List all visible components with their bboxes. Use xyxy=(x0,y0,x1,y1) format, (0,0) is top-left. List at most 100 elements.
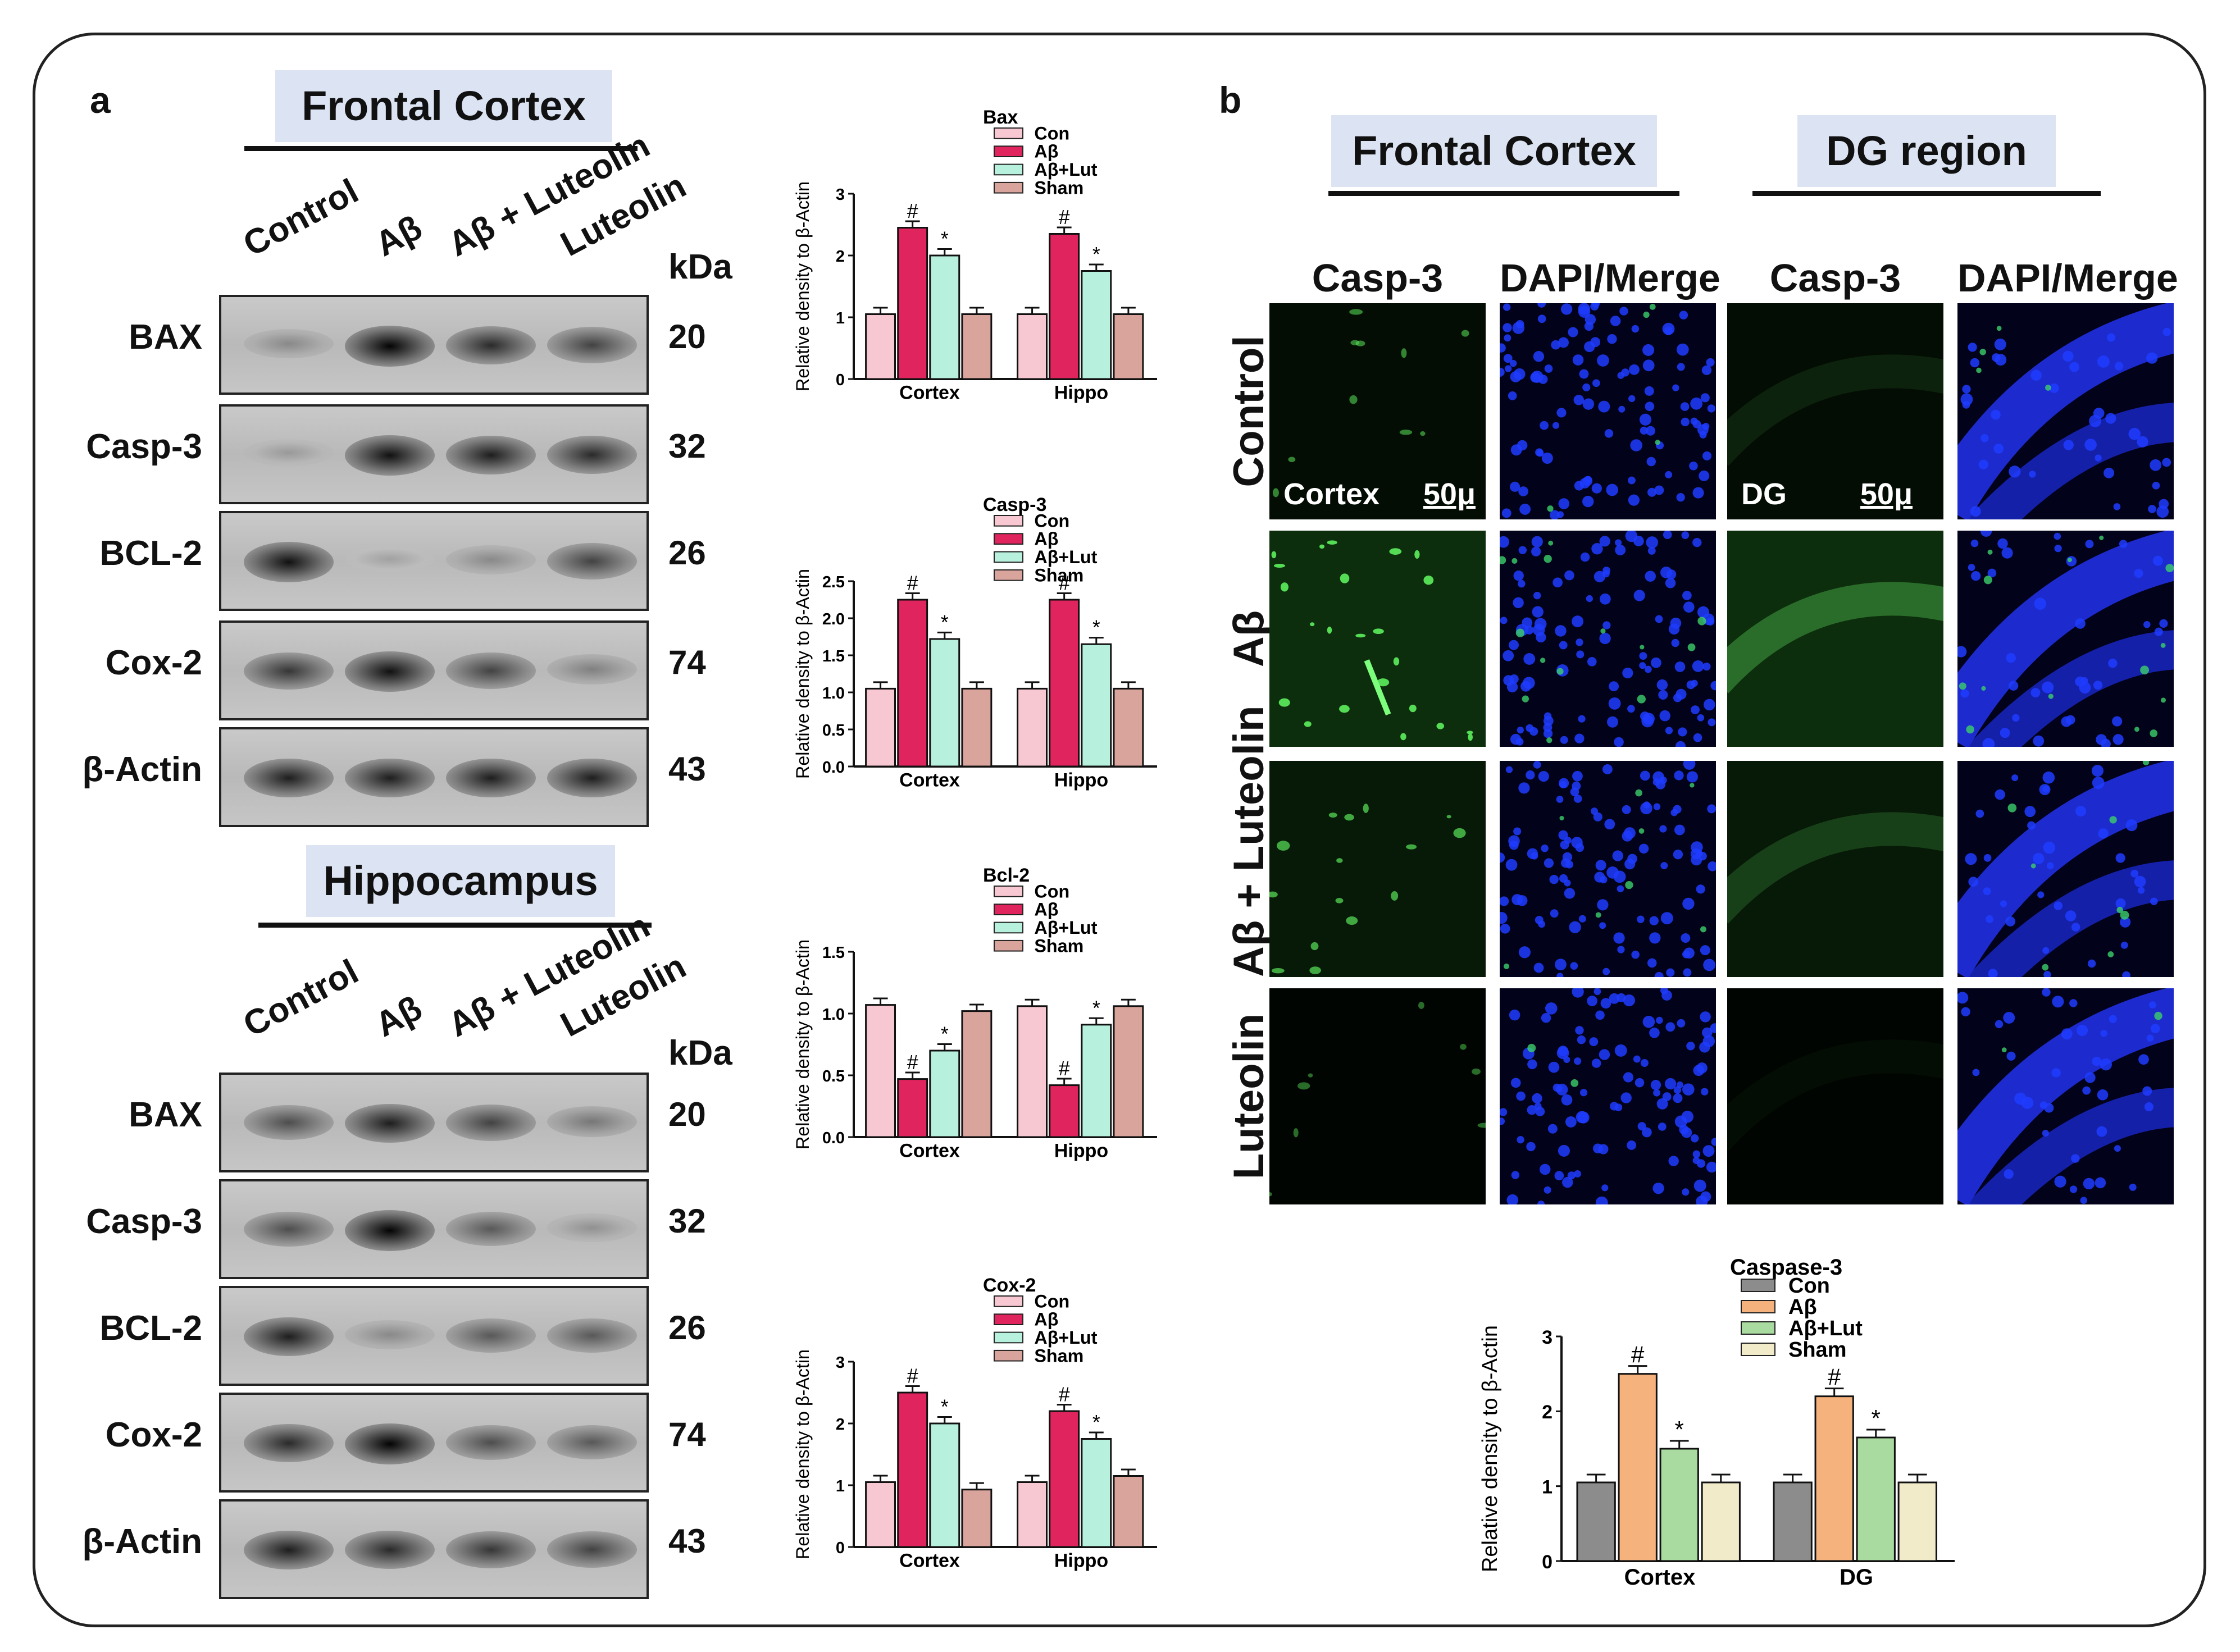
y-tick-label: 0.0 xyxy=(822,1129,845,1147)
significance-mark: * xyxy=(941,611,949,633)
y-tick-label: 0 xyxy=(1542,1551,1552,1573)
y-tick-label: 3 xyxy=(836,1354,845,1372)
legend-swatch xyxy=(1741,1321,1775,1335)
micrograph-tile xyxy=(1500,531,1716,747)
micrograph-tile xyxy=(1957,761,2174,977)
legend-label: Sham xyxy=(1034,935,1083,956)
bar xyxy=(1113,687,1144,768)
legend-swatch xyxy=(994,903,1023,916)
blot-band xyxy=(345,435,435,476)
tile-region-label: Cortex xyxy=(1283,477,1380,511)
legend-swatch xyxy=(994,533,1023,545)
blot-strip xyxy=(219,1179,649,1279)
blot-band xyxy=(345,1103,435,1143)
micrograph-tile xyxy=(1727,761,1943,977)
blot-band xyxy=(244,1530,334,1570)
legend-label: Aβ+Lut xyxy=(1034,547,1097,567)
y-axis-label: Relative density to β-Actin xyxy=(793,181,813,391)
legend-swatch xyxy=(994,1313,1023,1326)
blot-kda-value: 32 xyxy=(668,427,706,465)
micrograph-tile xyxy=(1269,988,1486,1204)
bar xyxy=(897,1078,928,1138)
y-axis-label: Relative density to β-Actin xyxy=(1478,1325,1502,1572)
blot-band xyxy=(244,1211,334,1247)
x-category-label: Hippo xyxy=(1054,382,1108,404)
micro-title-frontal-cortex: Frontal Cortex xyxy=(1331,115,1657,187)
blot-band xyxy=(345,1531,435,1569)
blot-kda-value: 20 xyxy=(668,318,706,355)
micro-row-label: Control xyxy=(1225,335,1273,487)
blot-band xyxy=(446,545,536,574)
legend-label: Con xyxy=(1034,510,1069,531)
micrograph-tile xyxy=(1957,303,2174,519)
chart-title: Bax xyxy=(983,107,1018,128)
bar xyxy=(1081,1438,1112,1548)
legend-label: Aβ xyxy=(1034,142,1058,162)
blot-band xyxy=(244,328,334,358)
bar xyxy=(1081,270,1112,380)
chart-title: Bcl-2 xyxy=(983,865,1030,886)
blot-kda-value: 43 xyxy=(668,1522,706,1560)
bar xyxy=(929,1422,960,1548)
y-tick-label: 0.0 xyxy=(822,759,845,777)
bar xyxy=(1049,599,1080,768)
blot-strip xyxy=(219,727,649,827)
y-tick-label: 1.0 xyxy=(822,1006,845,1024)
legend-swatch xyxy=(994,939,1023,952)
x-category-label: Cortex xyxy=(899,1140,960,1162)
y-tick-label: 1 xyxy=(1542,1476,1552,1498)
bar xyxy=(897,599,928,768)
significance-mark: # xyxy=(1631,1341,1645,1368)
legend-swatch xyxy=(1741,1300,1775,1313)
bar xyxy=(961,687,992,768)
significance-mark: * xyxy=(941,1395,949,1418)
micro-column-label: Casp-3 xyxy=(1769,256,1901,300)
legend-swatch xyxy=(1741,1279,1775,1292)
micrograph-tile xyxy=(1500,988,1716,1204)
blot-row-label: Cox-2 xyxy=(105,1416,202,1454)
micrograph-tile: Cortex 50μ xyxy=(1269,303,1486,519)
x-category-label: Cortex xyxy=(1624,1565,1696,1590)
legend-label: Aβ+Lut xyxy=(1034,159,1097,180)
y-tick-label: 2 xyxy=(836,248,845,266)
blot-kda-value: 26 xyxy=(668,534,706,572)
bar xyxy=(1814,1395,1854,1562)
y-tick-label: 3 xyxy=(1542,1327,1552,1348)
micrograph-tile: DG 50μ xyxy=(1727,303,1943,519)
blot-band xyxy=(446,1318,536,1353)
blot-kda-value: 20 xyxy=(668,1096,706,1133)
blot-band xyxy=(345,758,435,798)
x-category-label: Cortex xyxy=(899,770,960,791)
blot-row-label: β-Actin xyxy=(82,1522,203,1561)
bar xyxy=(1856,1436,1896,1562)
blot-band xyxy=(547,1318,637,1353)
micrograph-tile xyxy=(1269,531,1486,747)
blot-row-label: Casp-3 xyxy=(86,1202,202,1241)
blot-row-label: BAX xyxy=(129,318,202,357)
y-tick-label: 1 xyxy=(836,309,845,327)
blot-row-label: BAX xyxy=(129,1096,202,1134)
bar xyxy=(1113,1005,1144,1138)
scale-bar-label: 50μ xyxy=(1423,477,1476,511)
blot-band xyxy=(345,1210,435,1251)
legend-swatch xyxy=(994,515,1023,527)
y-tick-label: 1.5 xyxy=(822,944,845,962)
significance-mark: # xyxy=(1828,1364,1841,1390)
tile-region-label: DG xyxy=(1741,477,1787,511)
micrograph-tile xyxy=(1957,988,2174,1204)
bar xyxy=(1017,1481,1048,1548)
bar xyxy=(1049,1084,1080,1138)
legend-swatch xyxy=(994,163,1023,176)
hippocampus-title: Hippocampus xyxy=(306,845,615,917)
significance-mark: * xyxy=(941,1023,949,1045)
significance-mark: # xyxy=(1059,572,1070,594)
blot-row-label: Casp-3 xyxy=(86,427,202,466)
x-category-label: Hippo xyxy=(1054,1140,1108,1162)
blot-band xyxy=(446,326,536,364)
significance-mark: * xyxy=(1092,1411,1100,1434)
blot-kda-value: 32 xyxy=(668,1202,706,1240)
blot-band xyxy=(446,1212,536,1246)
bar xyxy=(1113,313,1144,380)
